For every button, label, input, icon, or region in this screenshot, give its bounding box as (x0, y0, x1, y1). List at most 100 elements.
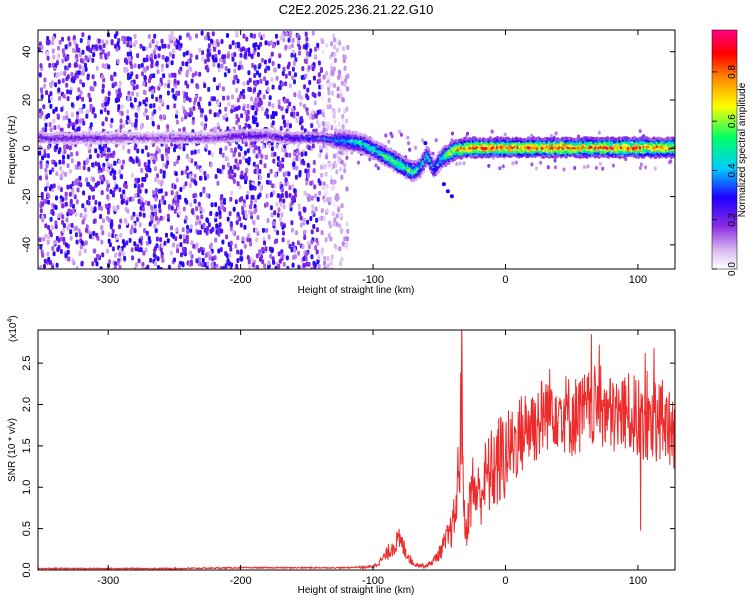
spectrogram-cell (54, 224, 58, 230)
spectrogram-cell (325, 127, 329, 133)
spectrogram-cell (321, 112, 325, 118)
spectrogram-cell (324, 191, 328, 197)
spectrogram-cell (315, 217, 319, 223)
spectrogram-cell (333, 217, 337, 223)
spectrogram-cell (308, 196, 311, 202)
spectrogram-cell (101, 121, 105, 127)
spectrogram-ridge-cell (437, 170, 441, 174)
spectrogram-cell (175, 113, 178, 119)
spectrogram-cell (302, 206, 306, 212)
spectrogram-cell (139, 200, 143, 206)
spectrogram-cell (339, 261, 343, 267)
spectrogram-cell (299, 222, 303, 228)
spectrogram-cell (159, 237, 163, 243)
spectrogram-cell (81, 58, 85, 64)
spectrogram-cell (220, 63, 224, 69)
spectrogram-cell (208, 109, 212, 115)
spectrogram-cell (137, 247, 141, 253)
spectrogram-cell (327, 90, 331, 96)
spectrogram-cell (282, 261, 286, 267)
spectrogram-cell (132, 159, 136, 165)
spectrogram-cell (51, 80, 55, 86)
spectrogram-cell (38, 175, 42, 181)
spectrogram-cell (64, 171, 67, 177)
spectrogram-cell (196, 230, 200, 235)
spectrogram-cell (221, 152, 225, 158)
spectrogram-cell (134, 112, 138, 118)
spectrogram-cell (307, 261, 311, 267)
spectrogram-cell (286, 265, 290, 269)
spectrogram-cell (244, 172, 248, 178)
spectrogram-cell (92, 52, 96, 58)
spectrogram-cell (162, 170, 166, 176)
spectrogram-cell (122, 144, 125, 150)
spectrogram-cell (335, 196, 339, 202)
spectrogram-cell (122, 123, 126, 129)
spectrogram-cell (40, 110, 44, 116)
spectrogram-cell (221, 267, 225, 269)
spectrogram-cell (207, 86, 211, 92)
spectrogram-cell (189, 53, 193, 59)
spectrogram-cell (227, 68, 231, 74)
spectrogram-cell (109, 222, 113, 227)
spectrogram-cell (69, 89, 72, 95)
spectrogram-cell (154, 177, 158, 183)
spectrogram-cell (49, 91, 53, 97)
spectrogram-cell (104, 116, 108, 122)
spectrogram-cell (291, 262, 295, 268)
spectrogram-cell (307, 173, 311, 179)
spectrogram-cell (185, 165, 189, 171)
spectrogram-cell (611, 163, 615, 168)
spectrogram-cell (216, 41, 220, 47)
spectrogram-cell (639, 162, 643, 167)
spectrogram-cell (287, 171, 291, 177)
spectrogram-cell (142, 250, 146, 256)
spectrogram-cell (79, 79, 83, 85)
spectrogram-cell (190, 240, 194, 246)
spectrogram-cell (166, 213, 170, 219)
spectrogram-cell (273, 227, 277, 233)
spectrogram-cell (171, 53, 175, 59)
spectrogram-cell (57, 237, 61, 243)
spectrogram-cell (304, 151, 308, 157)
spectrogram-cell (343, 236, 347, 242)
spectrogram-cell (251, 262, 255, 268)
spectrogram-cell (91, 234, 95, 240)
spectrogram-cell (206, 226, 209, 231)
spectrogram-cell (244, 109, 248, 115)
spectrogram-cell (133, 34, 137, 39)
spectrogram-cell (111, 233, 115, 239)
spectrogram-cell (299, 215, 303, 221)
spectrogram-cell (247, 156, 251, 162)
spectrogram-cell (221, 205, 225, 211)
spectrogram-cell (284, 81, 288, 87)
spectrogram-cell (203, 227, 207, 233)
spectrogram-cell (110, 74, 113, 80)
spectrogram-cell (282, 204, 286, 210)
spectrogram-cell (316, 196, 320, 202)
spectrogram-cell (138, 238, 142, 244)
spectrogram-cell (304, 256, 308, 262)
spectrogram-cell (51, 224, 54, 230)
spectrogram-cell (208, 101, 212, 107)
spectrogram-cell (144, 46, 148, 52)
spectrogram-cell (109, 152, 113, 158)
spectrogram-cell (180, 116, 184, 122)
spectrogram-cell (241, 236, 245, 242)
spectrogram-cell (100, 206, 104, 211)
spectrogram-cell (295, 117, 299, 123)
spectrogram-cell (228, 174, 232, 180)
spectrogram-cell (68, 168, 72, 174)
spectrogram-cell (144, 247, 148, 253)
spectrogram-cell (294, 174, 298, 180)
spectrogram-cell (182, 206, 186, 212)
spectrogram-cell (279, 201, 283, 207)
spectrogram-cell (185, 71, 189, 76)
spectrogram-cell (44, 186, 48, 192)
spectrogram-cell (594, 165, 598, 170)
spectrogram-cell (309, 180, 313, 186)
spectrogram-cell (64, 44, 68, 50)
spectrogram-cell (535, 166, 538, 171)
spectrogram-cell (255, 253, 259, 259)
spectrogram-cell (95, 65, 99, 71)
